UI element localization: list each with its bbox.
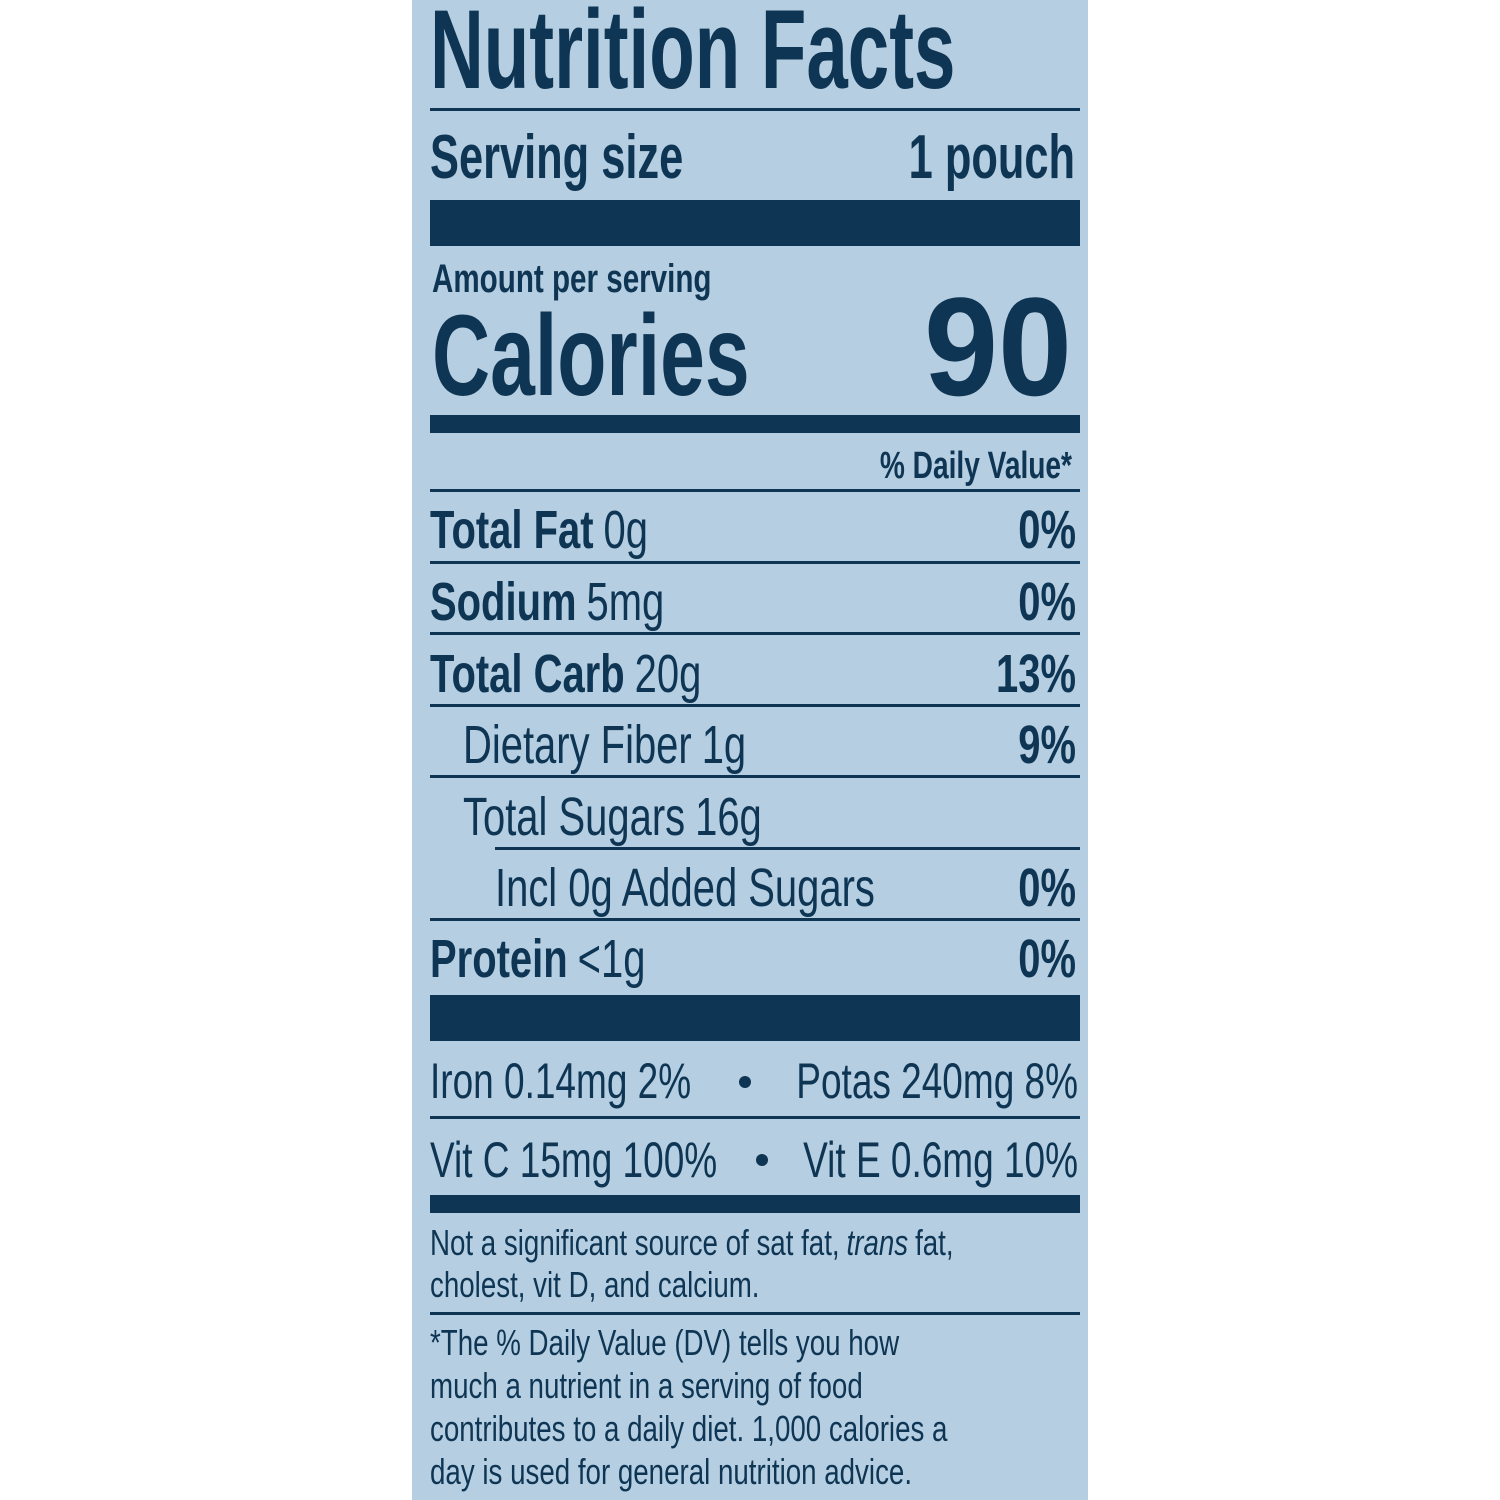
dv-note-part: much a nutrient in a serving of food	[430, 1366, 863, 1406]
nutrient-dv-part: 0%	[1018, 572, 1076, 632]
rules	[430, 108, 1080, 1315]
nutrient-dv: 9%	[1018, 715, 1076, 775]
nutrient-part: Dietary Fiber	[463, 715, 692, 775]
nutrient-part: Protein	[430, 929, 568, 989]
dv-note-part: day is used for general nutrition advice…	[430, 1452, 912, 1492]
nutrient: Dietary Fiber 1g	[463, 715, 746, 775]
amount-per-serving: Amount per serving	[432, 257, 711, 301]
title-part: Nutrition Facts	[430, 0, 955, 113]
calories-label: Calories	[432, 292, 750, 421]
nutrient-dv-part: 13%	[996, 644, 1076, 704]
nutrient: Sodium 5mg	[430, 572, 664, 632]
note: cholest, vit D, and calcium.	[430, 1265, 760, 1305]
serving-label: Serving size	[430, 124, 683, 192]
vitamin: Vit E 0.6mg 10%	[803, 1133, 1078, 1189]
vitamin-part: Vit C 15mg 100%	[430, 1133, 717, 1189]
vitamin-part: Iron 0.14mg 2%	[430, 1054, 691, 1110]
nutrient-dv: 0%	[1018, 572, 1076, 632]
nutrient-dv-part: 0%	[1018, 858, 1076, 918]
nutrient-part: 0g	[604, 500, 648, 560]
calories-value-part: 90	[924, 268, 1072, 425]
dv-note: much a nutrient in a serving of food	[430, 1366, 863, 1406]
nutrient-part: Total Carb	[430, 644, 625, 704]
nutrient-dv: 13%	[996, 644, 1076, 704]
nutrient: Total Carb 20g	[430, 644, 701, 704]
dv-header: % Daily Value*	[880, 445, 1072, 487]
nutrient-part: 5mg	[587, 572, 665, 632]
nutrient-dv: 0%	[1018, 500, 1076, 560]
vitamin-part: Vit E 0.6mg 10%	[803, 1133, 1078, 1189]
dv-note-part: contributes to a daily diet. 1,000 calor…	[430, 1409, 948, 1449]
serving-label-part: Serving size	[430, 124, 683, 192]
nutrient-part: Sodium	[430, 572, 577, 632]
nutrient-dv-part: 0%	[1018, 500, 1076, 560]
vitamin: Potas 240mg 8%	[796, 1054, 1078, 1110]
nutrient-part: 16g	[695, 787, 762, 847]
vitamin: Iron 0.14mg 2%	[430, 1054, 691, 1110]
panel	[412, 0, 1088, 1500]
vitamin: Vit C 15mg 100%	[430, 1133, 717, 1189]
title: Nutrition Facts	[430, 0, 955, 113]
dv-note: day is used for general nutrition advice…	[430, 1452, 912, 1492]
nutrient: Incl 0g Added Sugars	[495, 858, 875, 918]
note-part: trans	[847, 1223, 909, 1263]
nutrient-part: Incl 0g Added Sugars	[495, 858, 875, 918]
nutrient-dv-part: 9%	[1018, 715, 1076, 775]
nutrient: Total Fat 0g	[430, 500, 648, 560]
calories-value: 90	[924, 268, 1072, 425]
nutrient-part: 20g	[635, 644, 702, 704]
serving-value-part: 1 pouch	[909, 124, 1075, 192]
note-part: cholest, vit D, and calcium.	[430, 1265, 760, 1305]
nutrient-dv: 0%	[1018, 858, 1076, 918]
note: Not a significant source of sat fat, tran…	[430, 1223, 954, 1263]
amount-per-serving-part: Amount per serving	[432, 257, 711, 301]
nutrient: Total Sugars 16g	[463, 787, 762, 847]
dv-note: contributes to a daily diet. 1,000 calor…	[430, 1409, 948, 1449]
nutrient-dv-part: 0%	[1018, 929, 1076, 989]
nutrient-dv: 0%	[1018, 929, 1076, 989]
nutrient-part: Total Sugars	[463, 787, 685, 847]
dv-note: *The % Daily Value (DV) tells you how	[430, 1323, 900, 1363]
nutrient-part: <1g	[578, 929, 646, 989]
note-part: fat,	[915, 1223, 954, 1263]
vitamin-part: Potas 240mg 8%	[796, 1054, 1078, 1110]
dv-note-part: *The % Daily Value (DV) tells you how	[430, 1323, 900, 1363]
note-part: Not a significant source of sat fat,	[430, 1223, 840, 1263]
serving-value: 1 pouch	[909, 124, 1075, 192]
nutrient-part: Total Fat	[430, 500, 594, 560]
nutrient: Protein <1g	[430, 929, 645, 989]
dv-header-part: % Daily Value*	[880, 445, 1072, 487]
nutrient-part: 1g	[702, 715, 746, 775]
calories-label-part: Calories	[432, 292, 750, 421]
